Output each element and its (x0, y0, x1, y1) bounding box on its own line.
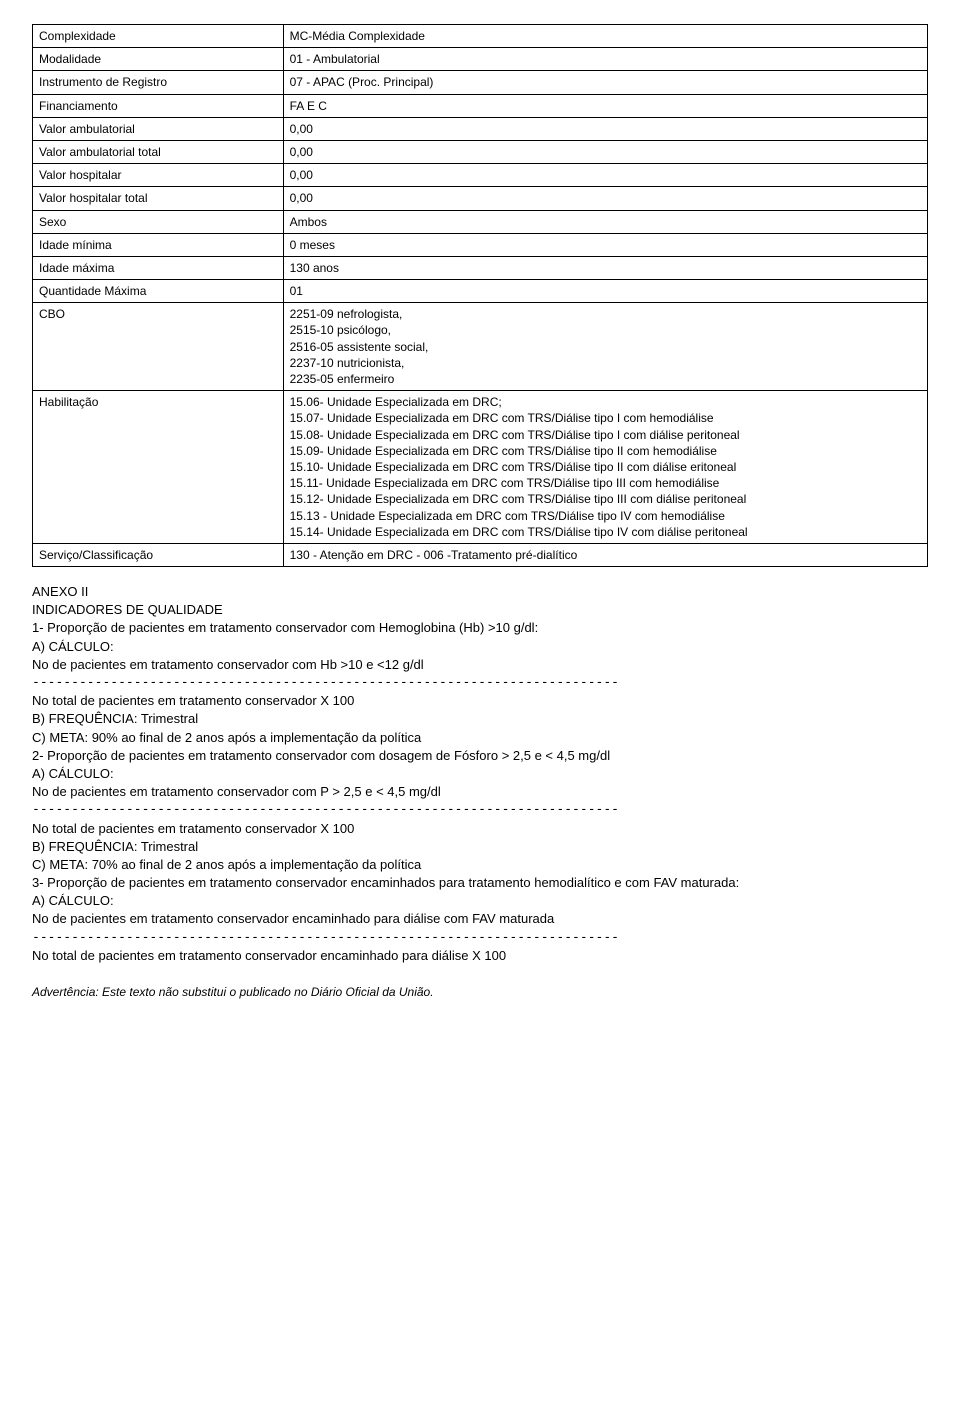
calc-label: A) CÁLCULO: (32, 765, 928, 783)
item1-denominator: No total de pacientes em tratamento cons… (32, 692, 928, 710)
item3-title: 3- Proporção de pacientes em tratamento … (32, 874, 928, 892)
row-label: Habilitação (33, 391, 284, 544)
divider-dashes: ----------------------------------------… (32, 801, 928, 819)
calc-label: A) CÁLCULO: (32, 638, 928, 656)
table-row: Modalidade01 - Ambulatorial (33, 48, 928, 71)
row-value: 2251-09 nefrologista, 2515-10 psicólogo,… (283, 303, 927, 391)
row-value: 130 anos (283, 256, 927, 279)
row-value: 01 (283, 280, 927, 303)
table-row: Quantidade Máxima01 (33, 280, 928, 303)
row-value: 0,00 (283, 164, 927, 187)
row-label: Instrumento de Registro (33, 71, 284, 94)
table-row: SexoAmbos (33, 210, 928, 233)
item1-title: 1- Proporção de pacientes em tratamento … (32, 619, 928, 637)
table-row: Serviço/Classificação130 - Atenção em DR… (33, 543, 928, 566)
row-label: Complexidade (33, 25, 284, 48)
table-row: Idade mínima0 meses (33, 233, 928, 256)
row-label: Valor hospitalar total (33, 187, 284, 210)
item2-numerator: No de pacientes em tratamento conservado… (32, 783, 928, 801)
row-value: 01 - Ambulatorial (283, 48, 927, 71)
row-value: FA E C (283, 94, 927, 117)
footer-disclaimer: Advertência: Este texto não substitui o … (32, 985, 928, 999)
row-label: Valor hospitalar (33, 164, 284, 187)
row-label: Modalidade (33, 48, 284, 71)
item3-numerator: No de pacientes em tratamento conservado… (32, 910, 928, 928)
freq-label: B) FREQUÊNCIA: Trimestral (32, 838, 928, 856)
row-label: Idade mínima (33, 233, 284, 256)
item3-denominator: No total de pacientes em tratamento cons… (32, 947, 928, 965)
table-row: FinanciamentoFA E C (33, 94, 928, 117)
indicators-title: INDICADORES DE QUALIDADE (32, 601, 928, 619)
calc-label: A) CÁLCULO: (32, 892, 928, 910)
item2-title: 2- Proporção de pacientes em tratamento … (32, 747, 928, 765)
item1-numerator: No de pacientes em tratamento conservado… (32, 656, 928, 674)
anexo-heading: ANEXO II (32, 583, 928, 601)
table-row: Valor ambulatorial0,00 (33, 117, 928, 140)
row-label: Idade máxima (33, 256, 284, 279)
table-row: Valor ambulatorial total0,00 (33, 140, 928, 163)
item2-denominator: No total de pacientes em tratamento cons… (32, 820, 928, 838)
table-row: Valor hospitalar total0,00 (33, 187, 928, 210)
table-row: ComplexidadeMC-Média Complexidade (33, 25, 928, 48)
divider-dashes: ----------------------------------------… (32, 929, 928, 947)
row-label: CBO (33, 303, 284, 391)
row-label: Valor ambulatorial total (33, 140, 284, 163)
row-value: 0 meses (283, 233, 927, 256)
row-label: Serviço/Classificação (33, 543, 284, 566)
divider-dashes: ----------------------------------------… (32, 674, 928, 692)
row-value: MC-Média Complexidade (283, 25, 927, 48)
spec-table: ComplexidadeMC-Média ComplexidadeModalid… (32, 24, 928, 567)
table-row: Idade máxima130 anos (33, 256, 928, 279)
table-row: Instrumento de Registro07 - APAC (Proc. … (33, 71, 928, 94)
table-row: Habilitação15.06- Unidade Especializada … (33, 391, 928, 544)
table-row: Valor hospitalar0,00 (33, 164, 928, 187)
row-value: 15.06- Unidade Especializada em DRC; 15.… (283, 391, 927, 544)
row-value: 130 - Atenção em DRC - 006 -Tratamento p… (283, 543, 927, 566)
row-label: Valor ambulatorial (33, 117, 284, 140)
row-value: 0,00 (283, 140, 927, 163)
row-value: 0,00 (283, 187, 927, 210)
table-row: CBO2251-09 nefrologista, 2515-10 psicólo… (33, 303, 928, 391)
item2-meta: C) META: 70% ao final de 2 anos após a i… (32, 856, 928, 874)
row-label: Quantidade Máxima (33, 280, 284, 303)
row-value: 0,00 (283, 117, 927, 140)
row-label: Sexo (33, 210, 284, 233)
item1-meta: C) META: 90% ao final de 2 anos após a i… (32, 729, 928, 747)
row-value: 07 - APAC (Proc. Principal) (283, 71, 927, 94)
row-value: Ambos (283, 210, 927, 233)
document-body: ANEXO II INDICADORES DE QUALIDADE 1- Pro… (32, 583, 928, 965)
row-label: Financiamento (33, 94, 284, 117)
freq-label: B) FREQUÊNCIA: Trimestral (32, 710, 928, 728)
